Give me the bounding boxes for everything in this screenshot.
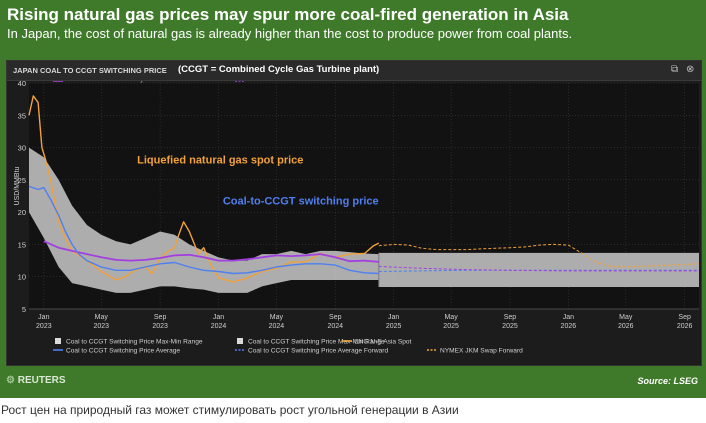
y-tick-label: 20 bbox=[18, 208, 26, 217]
y-tick-label: 5 bbox=[22, 305, 26, 314]
copy-icon[interactable]: ⧉ bbox=[671, 64, 679, 75]
x-tick-label: Jan bbox=[388, 314, 399, 321]
x-tick-label: May bbox=[95, 314, 109, 321]
chart-svg: 510152025303540Jan2023May2023Sep2023Jan2… bbox=[14, 81, 700, 355]
legend-label: Brent-indexed LNG history bbox=[66, 81, 144, 83]
series-line-4 bbox=[378, 269, 699, 272]
y-tick-label: 25 bbox=[18, 176, 26, 185]
legend-label: Coal to CCGT Switching Price Average bbox=[66, 348, 180, 355]
legend-label: Brent-indexed LNG forward bbox=[248, 81, 329, 83]
series-line-6 bbox=[378, 243, 700, 268]
x-tick-year: 2026 bbox=[561, 323, 577, 330]
reuters-logo-icon: ⚙ bbox=[6, 375, 15, 386]
legend-label: Coal to CCGT Switching Price Average For… bbox=[248, 348, 388, 355]
panel-header: JAPAN COAL TO CCGT SWITCHING PRICE (CCGT… bbox=[7, 61, 701, 81]
x-tick-year: 2023 bbox=[93, 323, 109, 330]
y-tick-label: 35 bbox=[18, 111, 26, 120]
x-tick-label: Jan bbox=[38, 314, 49, 321]
series-line-1 bbox=[28, 185, 379, 275]
x-tick-label: Sep bbox=[678, 314, 691, 321]
reuters-logo: ⚙ REUTERS bbox=[6, 375, 66, 386]
y-tick-label: 15 bbox=[18, 240, 26, 249]
chart-annotation-1: Coal-to-CCGT switching price bbox=[223, 195, 379, 207]
legend-label: Coal to CCGT Switching Price Max-Min Ran… bbox=[248, 339, 385, 346]
x-tick-label: Jan bbox=[563, 314, 574, 321]
page-title: Rising natural gas prices may spur more … bbox=[7, 5, 569, 24]
x-tick-year: 2025 bbox=[443, 323, 459, 330]
legend-swatch bbox=[55, 338, 61, 344]
x-tick-year: 2024 bbox=[327, 323, 343, 330]
source-note: Source: LSEG bbox=[637, 376, 698, 386]
image-caption: Рост цен на природный газ может стимулир… bbox=[1, 403, 459, 417]
y-axis-label: USD/MMBtu bbox=[14, 166, 21, 205]
x-tick-label: Sep bbox=[154, 314, 167, 321]
close-icon[interactable]: ⊗ bbox=[686, 64, 695, 75]
y-tick-label: 10 bbox=[18, 273, 26, 282]
y-tick-label: 40 bbox=[18, 81, 26, 88]
panel-note: (CCGT = Combined Cycle Gas Turbine plant… bbox=[178, 64, 380, 75]
x-tick-year: 2024 bbox=[211, 323, 227, 330]
x-tick-year: 2025 bbox=[386, 323, 402, 330]
x-tick-label: May bbox=[619, 314, 633, 321]
series-line-3 bbox=[28, 95, 380, 283]
x-tick-label: Sep bbox=[329, 314, 342, 321]
chart-annotation-0: Liquefied natural gas spot price bbox=[137, 155, 303, 167]
x-tick-year: 2026 bbox=[677, 323, 693, 330]
x-tick-year: 2026 bbox=[618, 323, 634, 330]
legend-label: LNG N-E Asia Spot bbox=[355, 339, 412, 346]
series-line-2 bbox=[43, 240, 379, 263]
x-tick-label: Jan bbox=[213, 314, 224, 321]
x-tick-year: 2024 bbox=[269, 323, 285, 330]
x-tick-year: 2023 bbox=[36, 323, 52, 330]
page-subtitle: In Japan, the cost of natural gas is alr… bbox=[7, 26, 573, 41]
series-line-5 bbox=[378, 265, 699, 272]
chart-card: Rising natural gas prices may spur more … bbox=[0, 0, 706, 398]
chart-panel: JAPAN COAL TO CCGT SWITCHING PRICE (CCGT… bbox=[6, 60, 702, 366]
x-tick-year: 2023 bbox=[152, 323, 168, 330]
x-tick-year: 2025 bbox=[502, 323, 518, 330]
y-tick-label: 30 bbox=[18, 144, 26, 153]
legend-label: Coal to CCGT Switching Price Max-Min Ran… bbox=[66, 339, 203, 346]
x-tick-label: Sep bbox=[504, 314, 517, 321]
legend-label: NYMEX JKM Swap Forward bbox=[440, 348, 523, 355]
reuters-logo-text: REUTERS bbox=[17, 375, 66, 386]
x-tick-label: May bbox=[444, 314, 458, 321]
panel-title: JAPAN COAL TO CCGT SWITCHING PRICE bbox=[13, 66, 167, 75]
x-tick-label: May bbox=[270, 314, 284, 321]
legend-swatch bbox=[237, 338, 243, 344]
